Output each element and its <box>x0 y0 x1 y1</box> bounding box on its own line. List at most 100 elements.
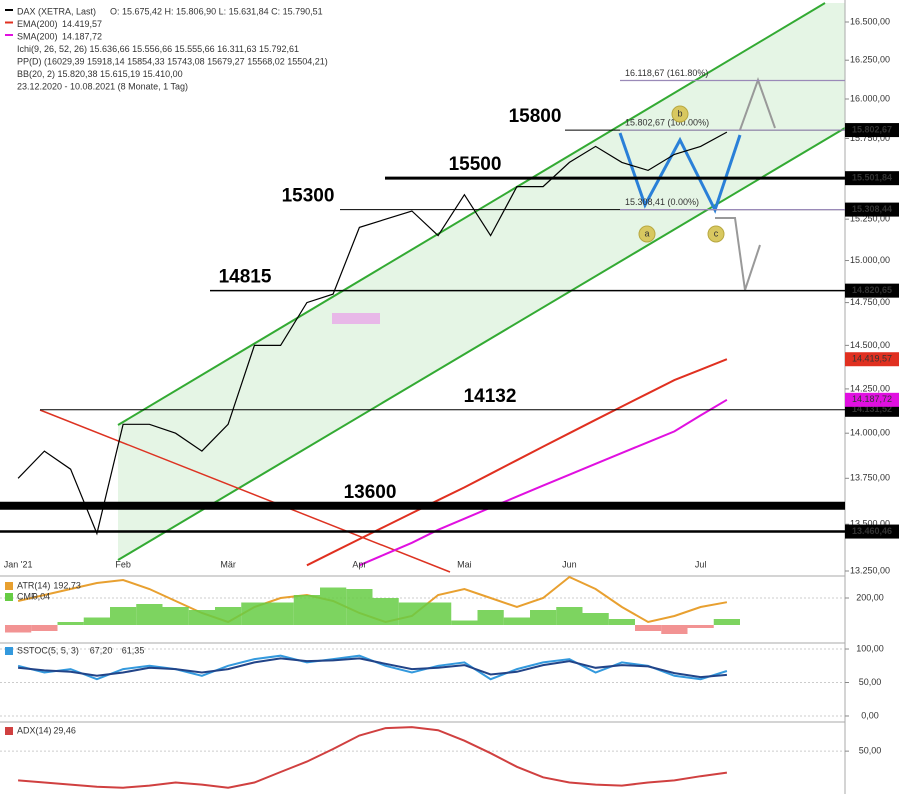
series-line <box>18 657 727 679</box>
legend-value: 29,46 <box>53 725 76 735</box>
price-box <box>845 123 899 138</box>
price-box <box>845 392 899 407</box>
x-tick-label: Mai <box>457 559 472 569</box>
bar <box>687 625 714 628</box>
bar <box>241 602 268 625</box>
w-pattern <box>618 132 742 214</box>
level-annotation: 15500 <box>449 154 502 175</box>
level-annotation: 14132 <box>464 386 517 407</box>
price-box-label: 14.187,72 <box>852 394 892 404</box>
marker-box <box>332 313 380 324</box>
price-box-label: 15.501,84 <box>852 173 892 183</box>
wave-label: a <box>644 228 649 238</box>
bar <box>503 617 530 625</box>
legend-label: PP(D) (16029,39 15918,14 15854,33 15743,… <box>17 56 328 66</box>
level-annotation: 13600 <box>344 482 397 503</box>
wave-marker <box>671 105 689 123</box>
projection-arrow <box>715 217 761 291</box>
legend-label: SSTOC(5, 5, 3) <box>17 645 79 655</box>
x-tick-label: Jan '21 <box>4 559 33 569</box>
bar <box>608 619 635 625</box>
y-tick-label: 100,00 <box>856 643 884 653</box>
bar <box>661 625 688 634</box>
bar <box>293 595 320 625</box>
fib-label: 15.308,41 (0.00%) <box>625 197 699 207</box>
channel-upper <box>117 2 826 426</box>
bar <box>57 622 84 625</box>
legend-label: ATR(14) <box>17 580 50 590</box>
bar <box>136 604 163 625</box>
legend-swatch <box>5 647 13 655</box>
y-tick-label: 14.000,00 <box>850 428 890 438</box>
price-box <box>845 171 899 186</box>
series-line <box>17 131 728 536</box>
bar <box>477 610 504 625</box>
price-box-label: 14.131,52 <box>852 404 892 414</box>
bar <box>320 587 347 625</box>
bar <box>451 620 478 625</box>
legend-value: 14.187,72 <box>62 31 102 41</box>
price-box-label: 14.820,65 <box>852 285 892 295</box>
y-tick-label: 14.250,00 <box>850 383 890 393</box>
legend-swatch <box>5 9 13 11</box>
legend-swatch <box>5 727 13 735</box>
y-tick-label: 16.000,00 <box>850 93 890 103</box>
legend-label: DAX (XETRA, Last) <box>17 6 96 16</box>
bar <box>398 602 425 625</box>
legend-swatch <box>5 21 13 24</box>
x-tick-label: Feb <box>115 559 131 569</box>
y-tick-label: 0,00 <box>861 710 879 720</box>
channel-fill <box>118 3 845 560</box>
bar <box>110 607 137 625</box>
price-box <box>845 202 899 217</box>
bar <box>346 589 373 625</box>
y-tick-label: 13.250,00 <box>850 565 890 575</box>
price-box <box>845 352 899 367</box>
bar <box>713 619 740 625</box>
price-box <box>845 524 899 539</box>
y-tick-label: 200,00 <box>856 592 884 602</box>
legend-label: Ichi(9, 26, 52, 26) 15.636,66 15.556,66 … <box>17 44 299 54</box>
price-box-label: 14.419,57 <box>852 354 892 364</box>
bar <box>5 625 32 633</box>
fib-label: 16.118,67 (161.80%) <box>625 68 708 78</box>
trend-line <box>39 409 451 573</box>
x-tick-label: Mär <box>220 559 236 569</box>
bar <box>635 625 662 631</box>
y-tick-label: 14.500,00 <box>850 340 890 350</box>
bar <box>425 602 452 625</box>
legend-label: BB(20, 2) 15.820,38 15.615,19 15.410,00 <box>17 69 183 79</box>
y-tick-label: 14.750,00 <box>850 297 890 307</box>
y-tick-label: 15.750,00 <box>850 133 890 143</box>
y-tick-label: 16.500,00 <box>850 16 890 26</box>
legend-value: 14.419,57 <box>62 19 102 29</box>
legend-label: 23.12.2020 - 10.08.2021 (8 Monate, 1 Tag… <box>17 81 188 91</box>
price-box-label: 13.460,46 <box>852 526 892 536</box>
y-tick-label: 16.250,00 <box>850 55 890 65</box>
price-box <box>845 283 899 298</box>
legend-swatch <box>5 593 13 601</box>
legend-swatch <box>5 34 13 36</box>
series-line <box>359 398 728 567</box>
bar <box>582 613 609 625</box>
fib-label: 15.802,67 (100.00%) <box>625 117 709 127</box>
legend-label: EMA(200) <box>17 19 58 29</box>
wave-label: c <box>714 228 719 238</box>
legend-value: 0,04 <box>33 591 51 601</box>
bar <box>372 598 399 625</box>
level-annotation: 14815 <box>219 267 272 288</box>
legend-value: 61,35 <box>122 645 145 655</box>
x-tick-label: Jun <box>562 559 577 569</box>
price-box-label: 15.308,44 <box>852 204 892 214</box>
bar <box>530 610 557 625</box>
legend-value: O: 15.675,42 H: 15.806,90 L: 15.631,84 C… <box>110 6 323 16</box>
series-line <box>18 726 728 789</box>
y-tick-label: 50,00 <box>859 746 882 756</box>
bar <box>188 610 215 625</box>
level-annotation: 15800 <box>509 106 562 127</box>
legend-value: 192,73 <box>53 580 81 590</box>
x-tick-label: Apr <box>352 559 366 569</box>
